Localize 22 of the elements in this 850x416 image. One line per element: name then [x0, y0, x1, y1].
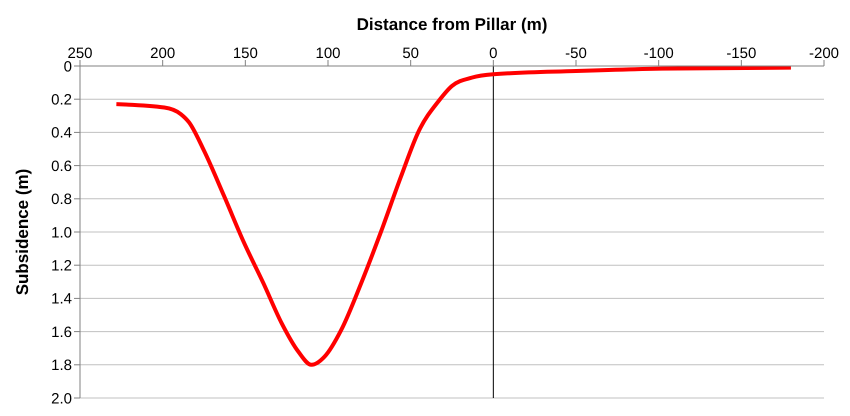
- y-axis-title: Subsidence (m): [13, 168, 32, 296]
- x-tick-label: -200: [808, 45, 840, 62]
- y-tick-label: 0.8: [51, 191, 72, 208]
- x-tick-label: -100: [644, 45, 674, 62]
- y-tick-label: 0.4: [51, 124, 72, 142]
- x-tick-label: -150: [726, 45, 756, 62]
- y-tick-label: 0.6: [51, 158, 72, 175]
- x-tick-label: 150: [232, 45, 258, 62]
- x-tick-label: 200: [150, 45, 176, 62]
- x-tick-label: -50: [565, 45, 587, 62]
- line-series: [114, 66, 793, 367]
- y-tick-label: 1.4: [51, 290, 72, 308]
- y-tick-label: 1.2: [51, 258, 72, 275]
- y-tick-label: 1.6: [51, 324, 72, 341]
- x-tick-label: 100: [315, 45, 341, 62]
- y-tick-label: 2.0: [51, 390, 72, 408]
- x-tick-label: 50: [402, 45, 420, 62]
- x-axis-title: Distance from Pillar (m): [356, 15, 548, 34]
- y-tick-label: 1.8: [51, 357, 72, 374]
- y-tick-label: 1.0: [51, 224, 72, 242]
- x-tick-label: 0: [489, 45, 498, 62]
- y-tick-label: 0.2: [51, 92, 72, 109]
